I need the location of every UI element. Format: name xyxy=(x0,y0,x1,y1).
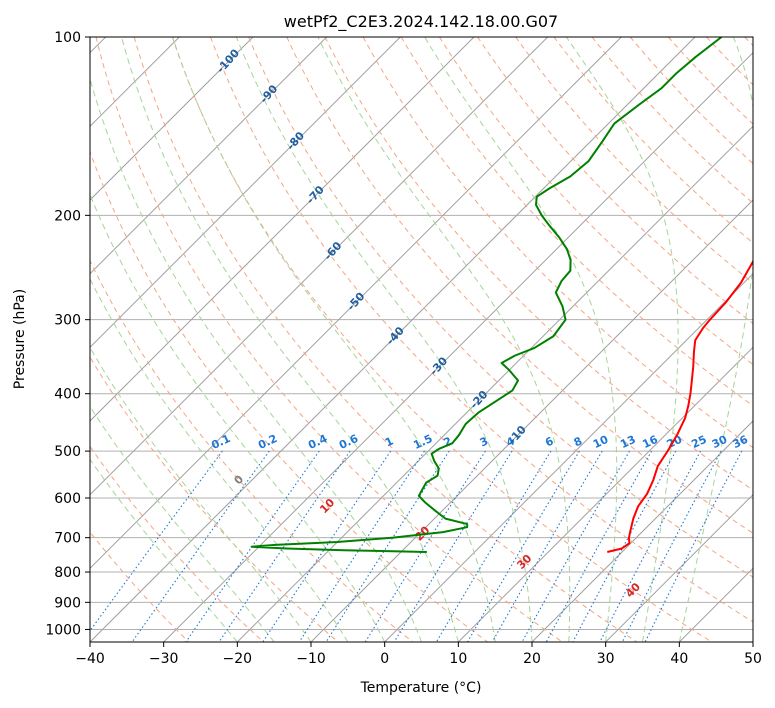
chart-title: wetPf2_C2E3.2024.142.18.00.G07 xyxy=(284,12,558,32)
moist-adiabat-line xyxy=(424,37,618,642)
dry-adiabat-line xyxy=(95,37,563,642)
dry-adiabat-line xyxy=(591,37,753,204)
y-tick-label: 800 xyxy=(54,565,81,581)
moist-adiabat-line xyxy=(235,37,533,642)
y-tick-label: 900 xyxy=(54,595,81,611)
x-axis-ticks: −40 −30 −20 −10 0 10 20 30 40 50 xyxy=(75,642,762,667)
moist-adiabat-line xyxy=(90,458,238,642)
moist-adiabats xyxy=(90,37,753,642)
mixing-ratio-label: 25 xyxy=(689,433,708,451)
isotherm-line xyxy=(90,37,401,349)
temperature-line xyxy=(607,259,753,553)
x-tick-label: −10 xyxy=(296,651,326,667)
dry-adiabat-line xyxy=(90,445,264,642)
mixing-ratio-label: 16 xyxy=(640,433,660,451)
moist-adiabat-line xyxy=(90,405,275,642)
isotherm-grid xyxy=(90,37,753,642)
dry-adiabat-line xyxy=(248,37,753,578)
dry-adiabat-line xyxy=(362,37,753,449)
dry-adiabat-line xyxy=(90,259,414,642)
mixing-ratio-line xyxy=(599,450,702,642)
moist-adiabat-line xyxy=(90,76,422,642)
mixing-ratio-line xyxy=(435,450,552,642)
isotherm-line xyxy=(90,37,254,201)
moist-adiabat-line xyxy=(565,37,679,642)
plot-frame xyxy=(89,36,754,643)
y-tick-label: 500 xyxy=(54,444,81,460)
profile-series xyxy=(250,37,753,553)
mixing-ratio-line xyxy=(621,450,722,642)
dewpoint-line xyxy=(250,37,723,553)
x-tick-label: 30 xyxy=(597,651,615,667)
moist-adiabat-line xyxy=(90,277,349,642)
mixing-ratio-line xyxy=(131,450,270,642)
isotherm-line xyxy=(90,37,328,275)
isotherm-line xyxy=(531,420,753,642)
x-tick-label: 0 xyxy=(380,651,389,667)
isotherm-line xyxy=(605,493,753,642)
mixing-ratio-line xyxy=(218,450,351,642)
moist-adiabat-line xyxy=(172,37,496,642)
y-tick-label: 200 xyxy=(54,208,81,224)
isotherm-line xyxy=(163,51,753,642)
isotherm-line xyxy=(384,272,753,642)
y-tick-label: 600 xyxy=(54,491,81,507)
x-tick-label: −30 xyxy=(149,651,179,667)
mixing-ratio-line xyxy=(364,450,486,642)
y-tick-label: 1000 xyxy=(45,622,81,638)
isotherm-line xyxy=(90,37,622,570)
x-tick-label: 50 xyxy=(744,651,762,667)
isotherm-line xyxy=(310,199,753,642)
mixing-ratio-line xyxy=(393,450,513,642)
moist-adiabat-line xyxy=(121,37,459,642)
mixing-ratio-label: 13 xyxy=(618,433,637,451)
dry-adiabat-line xyxy=(515,37,753,284)
x-tick-label: −40 xyxy=(75,651,105,667)
mixing-ratio-line xyxy=(545,450,653,642)
mixing-ratio-lines xyxy=(90,450,743,642)
dry-adiabat-line xyxy=(439,37,753,366)
x-tick-label: −20 xyxy=(223,651,253,667)
mixing-ratio-line xyxy=(467,450,580,642)
y-tick-label: 100 xyxy=(54,30,81,46)
x-tick-label: 40 xyxy=(670,651,688,667)
moist-adiabat-line xyxy=(678,37,753,642)
dry-adiabat-line xyxy=(210,37,753,623)
dry-adiabat-line xyxy=(477,37,753,325)
dry-adiabat-line xyxy=(133,37,638,642)
isotherm-line xyxy=(90,37,549,496)
dry-adiabats xyxy=(90,37,753,642)
y-tick-label: 400 xyxy=(54,387,81,403)
x-tick-label: 20 xyxy=(523,651,541,667)
isotherm-line xyxy=(90,37,475,422)
x-axis-title: Temperature (°C) xyxy=(360,680,482,696)
x-tick-label: 10 xyxy=(449,651,467,667)
mixing-ratio-label: 36 xyxy=(731,433,751,451)
moist-adiabat-line xyxy=(90,193,386,642)
mixing-ratio-label: 10 xyxy=(591,433,611,451)
dry-adiabat-line xyxy=(629,37,753,165)
moist-adiabat-line xyxy=(317,37,571,642)
mixing-ratio-label: 30 xyxy=(710,433,730,451)
y-tick-label: 700 xyxy=(54,531,81,547)
y-axis-ticks: 100 200 300 400 500 600 700 800 900 1000 xyxy=(45,30,90,638)
y-tick-label: 300 xyxy=(54,313,81,329)
dry-adiabat-line xyxy=(400,37,753,407)
mixing-ratio-line xyxy=(491,450,603,642)
mixing-ratio-line xyxy=(521,450,630,642)
y-axis-title: Pressure (hPa) xyxy=(12,289,28,389)
dry-adiabat-line xyxy=(90,531,190,642)
isotherm-line xyxy=(457,346,753,642)
